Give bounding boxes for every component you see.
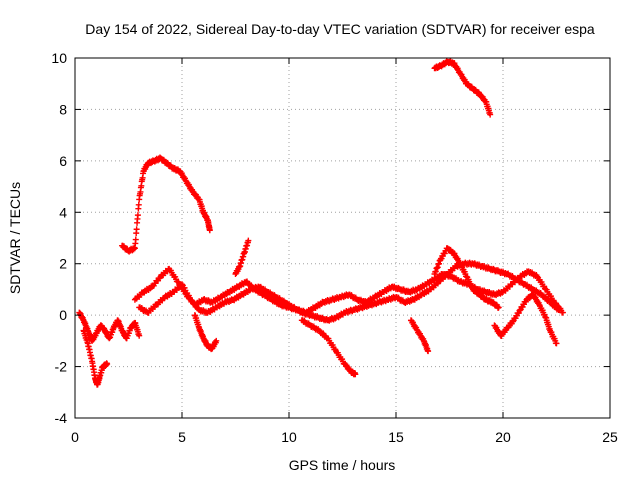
series-trace-c <box>119 154 213 255</box>
data-layer <box>76 58 566 388</box>
data-point <box>495 304 502 311</box>
y-tick-label: 2 <box>59 256 67 272</box>
series-trace-k <box>431 245 502 311</box>
y-tick-label: 0 <box>59 307 67 323</box>
series-trace-f <box>191 312 220 353</box>
series-trace-j <box>431 58 494 118</box>
data-point <box>206 227 213 234</box>
data-point <box>104 361 111 367</box>
x-tick-label: 5 <box>178 429 186 445</box>
series-trace-a <box>76 309 143 344</box>
y-tick-label: -2 <box>55 359 68 375</box>
chart-title: Day 154 of 2022, Sidereal Day-to-day VTE… <box>85 21 595 37</box>
data-point <box>179 281 185 288</box>
data-point-fill <box>134 212 141 219</box>
x-tick-label: 25 <box>602 429 618 445</box>
x-tick-label: 20 <box>495 429 511 445</box>
data-point <box>213 337 220 344</box>
series-trace-e <box>136 259 562 324</box>
data-point <box>559 309 566 316</box>
data-point <box>136 332 143 339</box>
data-point <box>487 111 494 118</box>
y-tick-label: -4 <box>55 410 68 426</box>
x-tick-label: 10 <box>281 429 297 445</box>
data-point-fill <box>135 201 142 208</box>
data-point <box>352 371 359 378</box>
data-point-fill <box>554 305 561 312</box>
data-point <box>245 237 252 244</box>
data-point <box>555 307 562 313</box>
y-tick-label: 10 <box>51 50 67 66</box>
data-point-fill <box>133 226 140 233</box>
data-point <box>534 273 541 280</box>
series-trace-i <box>407 317 432 355</box>
y-tick-label: 6 <box>59 153 67 169</box>
data-point <box>553 340 560 347</box>
x-tick-label: 15 <box>388 429 404 445</box>
grid <box>75 58 610 418</box>
plot-frame <box>74 57 611 419</box>
y-tick-label: 8 <box>59 101 67 117</box>
series-trace-g <box>232 237 252 277</box>
axis-ticks: 0 5 10 15 20 25 -4 -2 0 2 4 6 8 10 <box>51 50 618 445</box>
x-tick-label: 0 <box>71 429 79 445</box>
series-trace-l <box>491 291 560 347</box>
data-point <box>425 348 432 355</box>
data-point-fill <box>132 236 139 243</box>
series-trace-b <box>80 327 111 388</box>
series-trace-h <box>298 317 359 378</box>
x-axis-label: GPS time / hours <box>289 457 396 473</box>
y-tick-label: 4 <box>59 204 67 220</box>
y-axis-label: SDTVAR / TECUs <box>7 182 23 294</box>
